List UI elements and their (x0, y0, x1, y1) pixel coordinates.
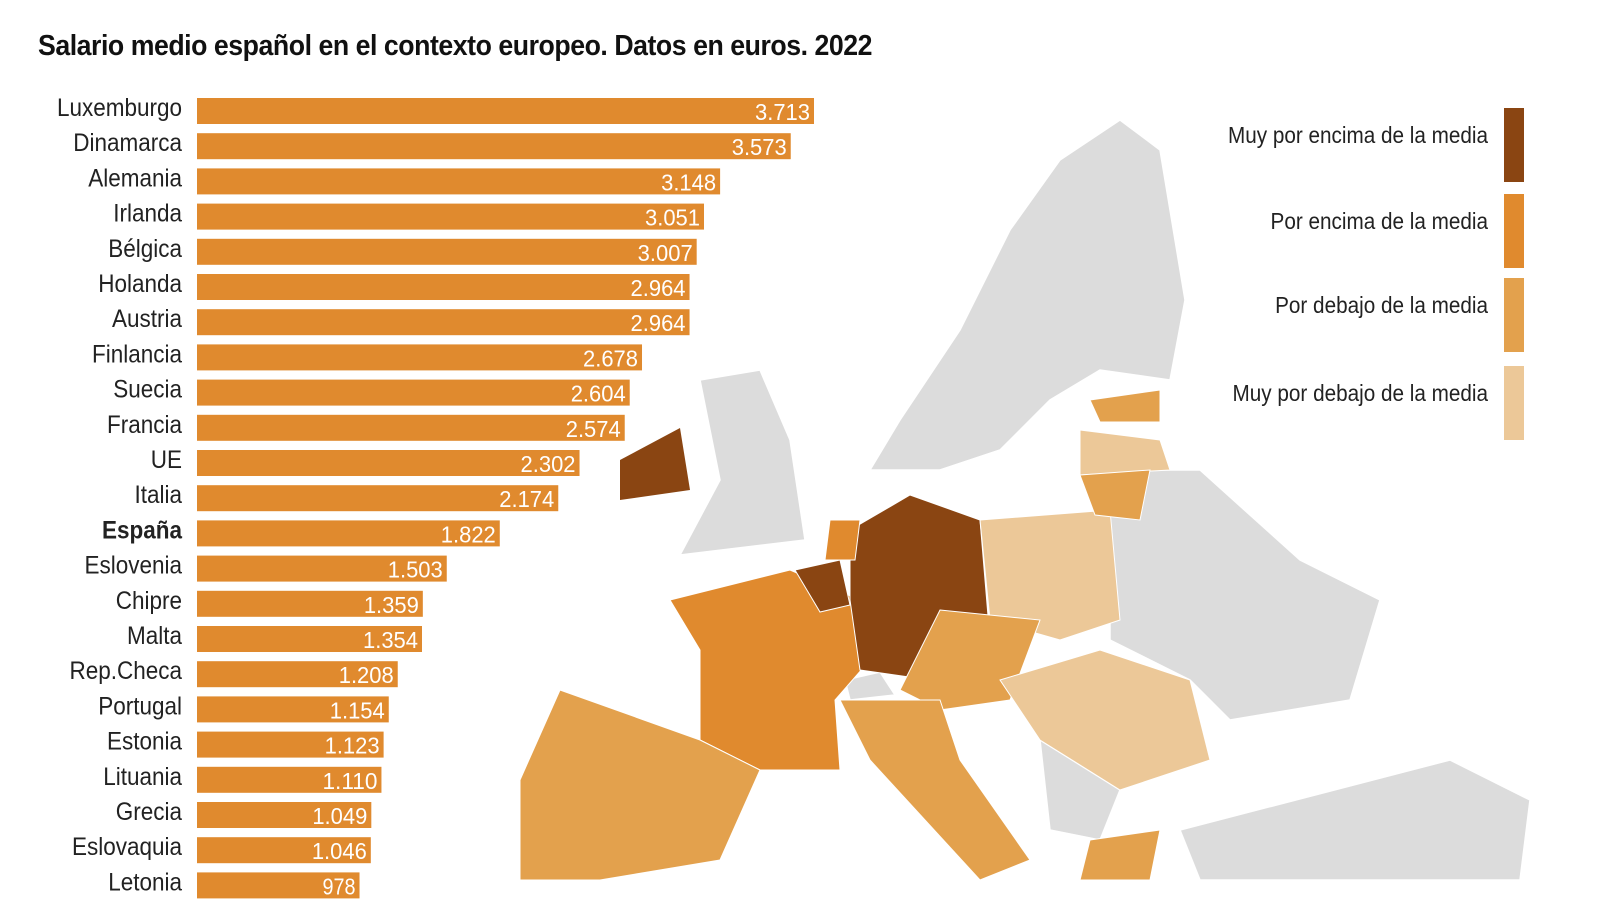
map-lithuania (1079, 469, 1151, 521)
map-iberia (519, 689, 761, 881)
value-label: 3.573 (732, 134, 787, 160)
category-label: UE (151, 446, 182, 474)
bar-malta (197, 626, 422, 652)
value-label: 2.964 (631, 310, 686, 336)
value-label: 2.964 (631, 275, 686, 301)
value-label: 1.049 (312, 803, 367, 829)
category-label: Chipre (116, 587, 182, 615)
map-poland (979, 509, 1121, 641)
value-label: 3.713 (755, 99, 810, 125)
value-label: 2.678 (583, 345, 638, 371)
value-label: 3.051 (645, 205, 700, 231)
category-label: España (102, 516, 183, 544)
bar-suecia (197, 379, 630, 406)
category-label: Eslovenia (85, 552, 183, 580)
bar-blgica (197, 238, 697, 265)
map-greece (1079, 829, 1161, 881)
bar-holanda (197, 274, 690, 300)
value-label: 1.208 (339, 662, 394, 688)
value-label: 3.148 (661, 169, 716, 195)
category-label: Luxemburgo (57, 94, 182, 122)
bar-finlancia (197, 344, 643, 371)
category-label: Alemania (88, 164, 182, 192)
value-label: 2.604 (571, 381, 626, 407)
map-belgium (794, 559, 851, 613)
value-label: 1.123 (325, 733, 380, 759)
value-label: 3.007 (638, 240, 693, 266)
category-label: Lituania (103, 763, 182, 791)
category-label: Eslovaquia (72, 833, 183, 861)
value-label: 1.154 (330, 697, 385, 723)
bar-espaa (197, 520, 500, 547)
value-label: 2.174 (499, 486, 554, 512)
value-label: 1.110 (322, 768, 377, 794)
bar-austria (197, 309, 690, 336)
category-label: Dinamarca (73, 129, 182, 157)
bar-italia (197, 485, 559, 512)
bar-dinamarca (197, 133, 791, 160)
value-label: 2.574 (566, 416, 621, 442)
category-label: Holanda (98, 270, 182, 298)
value-label: 1.822 (441, 521, 496, 547)
bar-francia (197, 414, 625, 441)
value-label: 1.354 (363, 627, 418, 653)
map-latvia (1079, 429, 1171, 476)
bar-letonia (197, 872, 360, 899)
chart-title: Salario medio español en el contexto eur… (38, 30, 873, 62)
category-label: Bélgica (108, 235, 182, 263)
category-label: Finlancia (92, 340, 183, 368)
category-label: Suecia (113, 376, 182, 404)
value-label: 978 (323, 873, 356, 899)
legend-swatch (1504, 366, 1524, 440)
map-ireland (620, 428, 690, 500)
category-label: Estonia (107, 728, 183, 756)
legend-label: Muy por encima de la media (1227, 122, 1488, 148)
category-label: Francia (107, 411, 183, 439)
bar-repcheca (197, 661, 398, 688)
bar-portugal (197, 696, 389, 723)
bar-eslovaquia (197, 837, 371, 864)
value-label: 2.302 (521, 451, 576, 477)
category-label: Grecia (116, 798, 183, 826)
value-label: 1.046 (312, 838, 367, 864)
value-label: 1.503 (388, 557, 443, 583)
category-label: Rep.Checa (70, 657, 183, 685)
legend-label: Muy por debajo de la media (1232, 380, 1488, 406)
category-label: Portugal (98, 692, 182, 720)
bar-chipre (197, 590, 423, 617)
bar-alemania (197, 168, 721, 195)
bar-ue (197, 450, 580, 476)
value-label: 1.359 (364, 592, 419, 618)
map-netherlands (824, 519, 861, 561)
map-land-gray (678, 119, 1531, 881)
bar-grecia (197, 802, 372, 828)
category-label: Malta (127, 622, 183, 650)
legend-label: Por encima de la media (1270, 208, 1488, 234)
category-label: Irlanda (113, 200, 182, 228)
legend-swatch (1504, 108, 1524, 182)
category-label: Letonia (108, 868, 183, 896)
bar-irlanda (197, 203, 704, 230)
legend-swatch (1504, 194, 1524, 268)
bar-lituania (197, 766, 382, 793)
map-estonia (1089, 389, 1161, 423)
legend-label: Por debajo de la media (1275, 292, 1488, 318)
bar-estonia (197, 731, 384, 758)
map-italy (839, 699, 1031, 881)
bar-eslovenia (197, 555, 447, 582)
bar-luxemburgo (197, 98, 814, 124)
map-eastern (999, 649, 1211, 791)
category-label: Austria (112, 305, 183, 333)
legend-swatch (1504, 278, 1524, 352)
category-label: Italia (135, 481, 183, 509)
